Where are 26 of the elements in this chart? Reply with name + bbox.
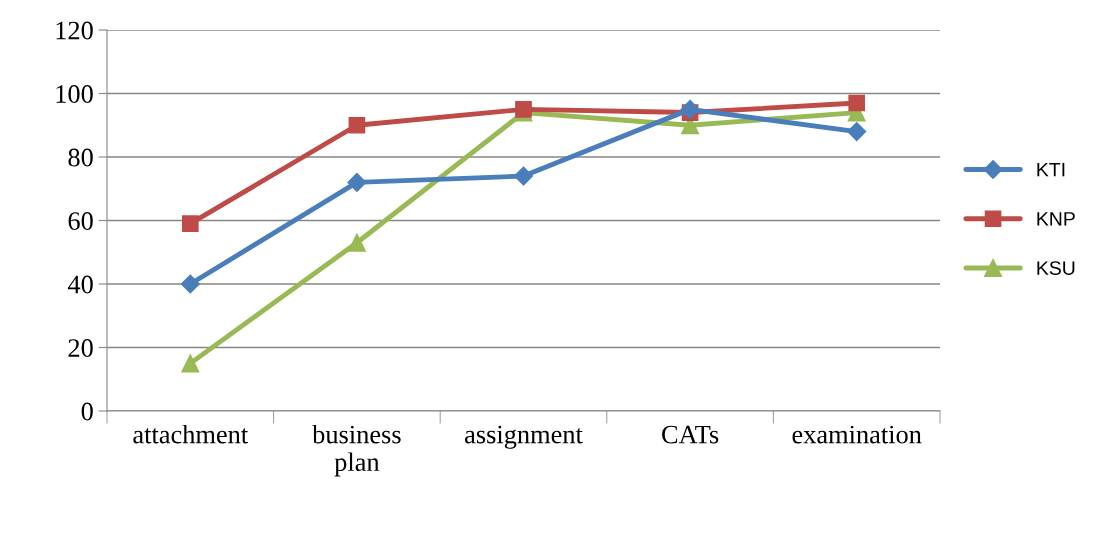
point xyxy=(515,101,532,118)
point xyxy=(181,354,200,373)
y-tick-label: 0 xyxy=(81,402,93,421)
point xyxy=(347,172,367,192)
y-tick-label: 20 xyxy=(68,339,93,357)
y-tick-label: 80 xyxy=(68,148,93,167)
x-tick-label: business plan xyxy=(312,424,401,477)
x-tick-label: CATs xyxy=(662,425,719,444)
point xyxy=(680,99,700,119)
point xyxy=(347,233,366,252)
point xyxy=(848,94,866,112)
legend-label: KTI xyxy=(1037,162,1065,177)
x-tick-label: assignment xyxy=(465,425,583,449)
x-tick-label: attachment xyxy=(133,424,249,444)
y-tick-label: 120 xyxy=(56,21,93,40)
legend-label: KNP xyxy=(1037,212,1075,226)
point xyxy=(847,122,867,142)
legend-label: KSU xyxy=(1037,261,1075,275)
point xyxy=(348,116,366,134)
point xyxy=(180,274,200,294)
y-tick-label: 40 xyxy=(67,275,93,294)
point xyxy=(513,166,534,186)
point xyxy=(181,215,199,233)
y-tick-label: 100 xyxy=(56,85,93,103)
x-tick-label: examination xyxy=(792,425,922,444)
y-tick-label: 60 xyxy=(68,212,93,230)
